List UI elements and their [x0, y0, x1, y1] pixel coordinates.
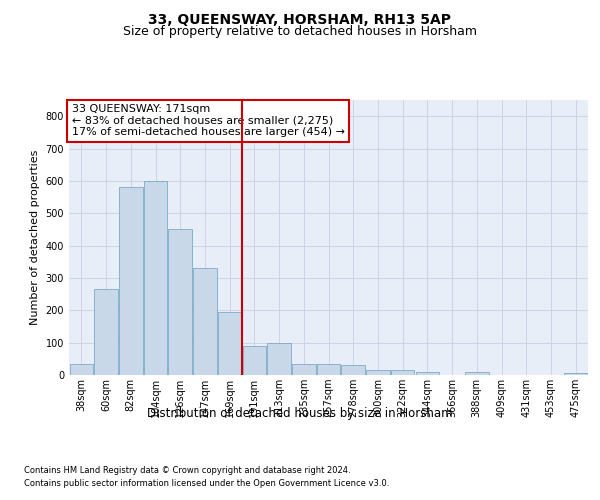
- Bar: [564, 374, 587, 375]
- Bar: [119, 188, 143, 375]
- Y-axis label: Number of detached properties: Number of detached properties: [30, 150, 40, 325]
- Bar: [242, 346, 266, 375]
- Bar: [366, 370, 389, 375]
- Text: Distribution of detached houses by size in Horsham: Distribution of detached houses by size …: [147, 408, 453, 420]
- Bar: [292, 364, 316, 375]
- Bar: [169, 230, 192, 375]
- Bar: [193, 268, 217, 375]
- Bar: [144, 181, 167, 375]
- Bar: [94, 290, 118, 375]
- Bar: [416, 372, 439, 375]
- Bar: [218, 312, 241, 375]
- Text: Contains public sector information licensed under the Open Government Licence v3: Contains public sector information licen…: [24, 479, 389, 488]
- Text: 33 QUEENSWAY: 171sqm
← 83% of detached houses are smaller (2,275)
17% of semi-de: 33 QUEENSWAY: 171sqm ← 83% of detached h…: [71, 104, 344, 138]
- Bar: [341, 366, 365, 375]
- Bar: [268, 342, 291, 375]
- Text: Size of property relative to detached houses in Horsham: Size of property relative to detached ho…: [123, 25, 477, 38]
- Text: 33, QUEENSWAY, HORSHAM, RH13 5AP: 33, QUEENSWAY, HORSHAM, RH13 5AP: [149, 12, 452, 26]
- Bar: [317, 364, 340, 375]
- Bar: [391, 370, 415, 375]
- Bar: [465, 372, 488, 375]
- Bar: [70, 364, 93, 375]
- Text: Contains HM Land Registry data © Crown copyright and database right 2024.: Contains HM Land Registry data © Crown c…: [24, 466, 350, 475]
